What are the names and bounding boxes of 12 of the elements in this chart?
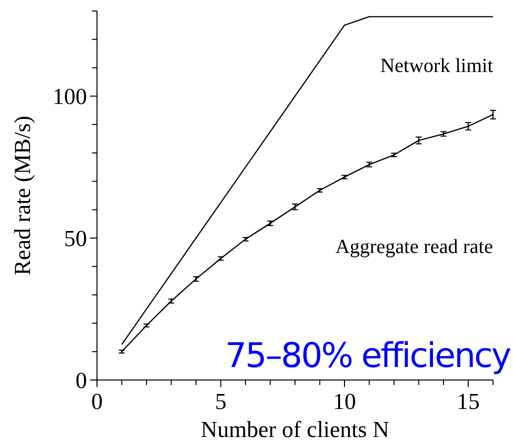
y-tick-label: 50 <box>64 226 87 252</box>
y-axis-title: Read rate (MB/s) <box>10 116 35 276</box>
x-tick-label: 15 <box>456 389 480 414</box>
y-tick-label: 100 <box>52 84 87 110</box>
x-tick-label: 10 <box>333 389 356 414</box>
x-tick-label: 0 <box>91 389 103 414</box>
series-label: Network limit <box>380 55 494 77</box>
y-tick-label: 0 <box>76 368 87 393</box>
x-tick-label: 5 <box>215 389 226 414</box>
annotation: 75–80% efficiency <box>225 336 512 376</box>
x-axis-title: Number of clients N <box>200 417 390 442</box>
text: Aggregate read rate <box>335 236 494 258</box>
